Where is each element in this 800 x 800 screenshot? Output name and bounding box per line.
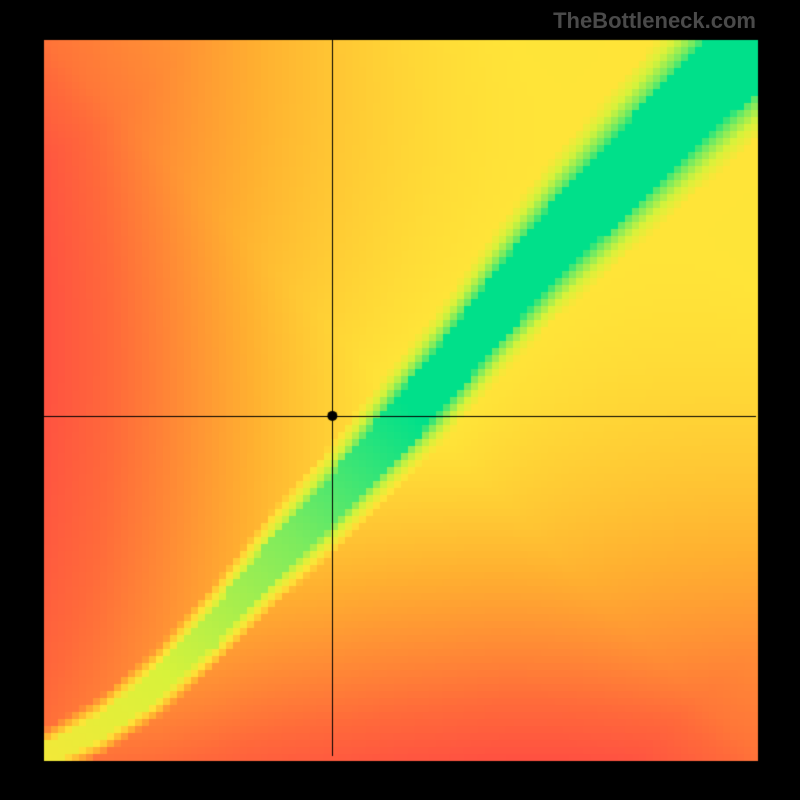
chart-container: TheBottleneck.com xyxy=(0,0,800,800)
attribution-label: TheBottleneck.com xyxy=(553,8,756,34)
bottleneck-heatmap xyxy=(0,0,800,800)
